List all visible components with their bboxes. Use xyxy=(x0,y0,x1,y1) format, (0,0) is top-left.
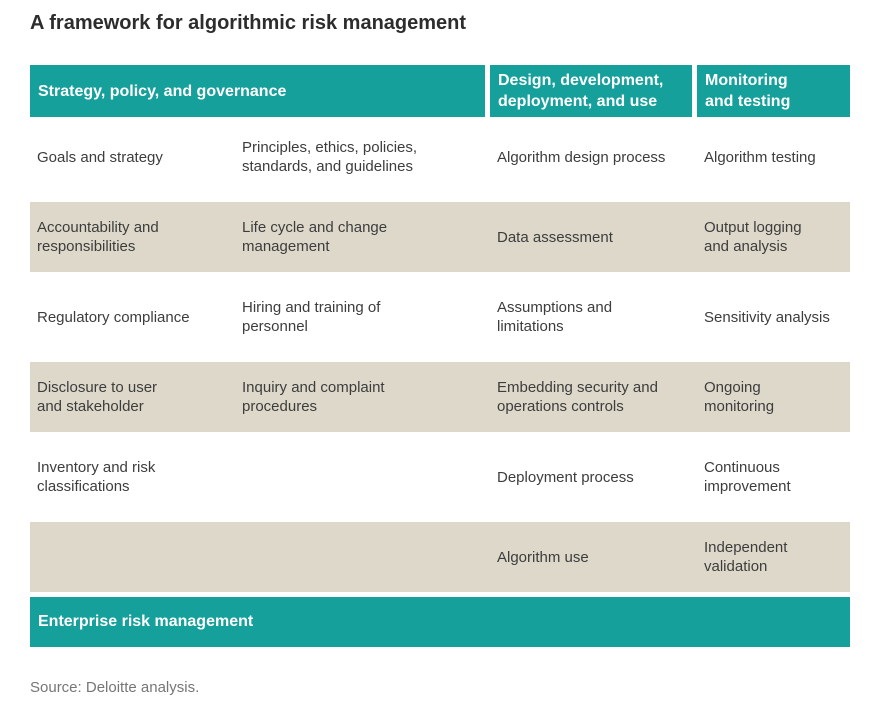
framework-cell xyxy=(30,522,235,592)
framework-cell: Independent validation xyxy=(704,539,788,575)
framework-cell: Accountability and responsibilities xyxy=(37,219,159,255)
framework-table: Strategy, policy, and governance Design,… xyxy=(30,65,850,647)
framework-cell: Disclosure to user and stakeholder xyxy=(37,379,158,415)
framework-cell: Assumptions and limitations xyxy=(497,299,613,335)
framework-cell: Inventory and risk classifications xyxy=(37,459,156,495)
header-monitoring-and-testing: Monitoring and testing xyxy=(697,65,850,117)
header-strategy-policy-governance: Strategy, policy, and governance xyxy=(30,65,485,117)
page-title: A framework for algorithmic risk managem… xyxy=(30,12,467,34)
framework-cell: Output logging and analysis xyxy=(704,219,802,255)
table-row: Algorithm use Independent validation xyxy=(30,517,850,597)
table-row: Disclosure to user and stakeholder Inqui… xyxy=(30,357,850,437)
framework-cell: Continuous improvement xyxy=(704,459,791,495)
framework-cell: Algorithm design process xyxy=(497,148,666,166)
framework-cell: Algorithm use xyxy=(497,548,589,566)
framework-cell xyxy=(235,437,490,517)
framework-cell: Sensitivity analysis xyxy=(704,308,830,326)
framework-cell xyxy=(235,522,490,592)
table-row: Accountability and responsibilities Life… xyxy=(30,197,850,277)
source-attribution: Source: Deloitte analysis. xyxy=(30,679,200,696)
table-row: Inventory and risk classifications Deplo… xyxy=(30,437,850,517)
framework-cell: Ongoing monitoring xyxy=(704,379,775,415)
framework-cell: Data assessment xyxy=(497,228,613,246)
enterprise-risk-management-bar: Enterprise risk management xyxy=(30,597,850,647)
framework-cell: Inquiry and complaint procedures xyxy=(242,379,385,415)
framework-cell: Algorithm testing xyxy=(704,148,816,166)
table-header-row: Strategy, policy, and governance Design,… xyxy=(30,65,850,117)
header-design-development-deployment-use: Design, development, deployment, and use xyxy=(490,65,692,117)
framework-cell: Hiring and training of personnel xyxy=(242,299,381,335)
table-row: Regulatory compliance Hiring and trainin… xyxy=(30,277,850,357)
framework-cell: Regulatory compliance xyxy=(37,308,190,326)
framework-cell: Embedding security and operations contro… xyxy=(497,379,658,415)
framework-cell: Deployment process xyxy=(497,468,634,486)
framework-cell: Principles, ethics, policies, standards,… xyxy=(242,139,418,175)
table-row: Goals and strategy Principles, ethics, p… xyxy=(30,117,850,197)
framework-cell: Life cycle and change management xyxy=(242,219,388,255)
framework-cell: Goals and strategy xyxy=(37,148,163,166)
